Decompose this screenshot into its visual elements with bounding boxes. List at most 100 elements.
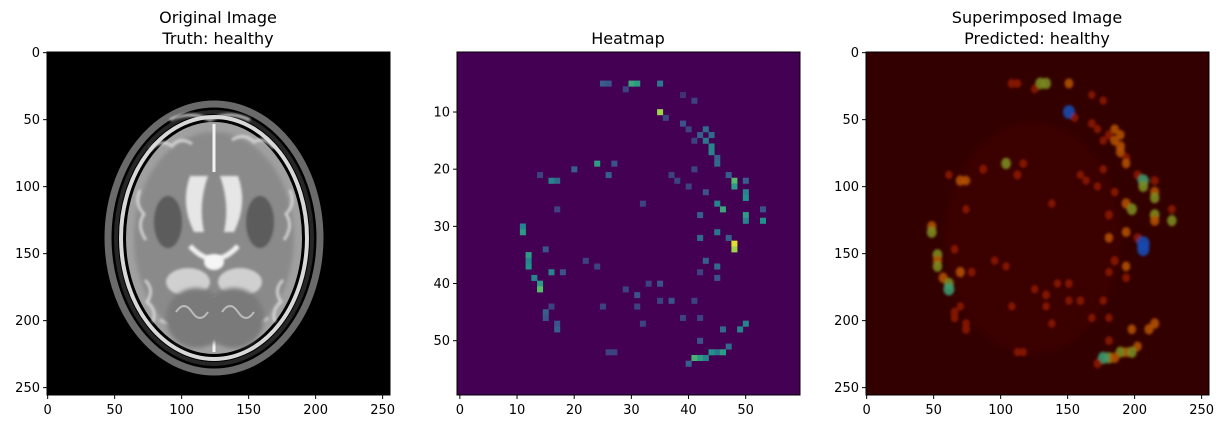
- y-tick-label: 150: [15, 247, 40, 262]
- superimposed-blob: [1077, 296, 1085, 305]
- heatmap-cell: [543, 309, 549, 315]
- superimposed-blob: [1122, 262, 1130, 272]
- superimposed-blob: [1088, 314, 1095, 323]
- heatmap-cell: [537, 281, 543, 287]
- superimposed-blob: [951, 245, 959, 254]
- heatmap-cell: [674, 178, 680, 184]
- superimposed-blob: [1122, 227, 1131, 237]
- superimposed-blob: [1002, 262, 1009, 271]
- heatmap-cell: [743, 178, 749, 184]
- superimposed-blob: [1100, 136, 1107, 145]
- superimposed-blob: [1150, 215, 1159, 226]
- heatmap-cell: [657, 281, 663, 287]
- heatmap-cell: [714, 264, 720, 270]
- heatmap-cell: [594, 264, 600, 270]
- title-original-line2: Truth: healthy: [161, 29, 273, 48]
- heatmap-cell: [583, 258, 589, 264]
- heatmap-cell: [709, 132, 715, 138]
- heatmap-cell: [703, 126, 709, 132]
- heatmap-cell: [743, 189, 749, 195]
- heatmap-cell: [548, 304, 554, 310]
- y-tick-label: 30: [433, 220, 450, 235]
- heatmap-cell: [634, 292, 640, 298]
- heatmap-cell: [554, 326, 560, 332]
- superimposed-image: [866, 52, 1209, 395]
- heatmap-cell: [657, 109, 663, 115]
- superimposed-blob: [1048, 199, 1055, 208]
- superimposed-blob: [1105, 314, 1112, 323]
- heatmap-cell: [720, 326, 726, 332]
- heatmap-cell: [600, 304, 606, 310]
- x-tick-label: 40: [680, 403, 697, 418]
- heatmap-cell: [697, 315, 703, 321]
- superimposed-blob: [1151, 176, 1159, 185]
- x-tick-label: 50: [737, 403, 754, 418]
- superimposed-blob: [979, 165, 987, 174]
- heatmap-cell: [611, 349, 617, 355]
- superimposed-blob: [968, 268, 976, 277]
- superimposed-blob: [1105, 336, 1113, 345]
- y-tick-label: 40: [433, 277, 450, 292]
- panel-original: Original Image Truth: healthy: [15, 8, 395, 418]
- superimposed-blob: [1128, 324, 1136, 334]
- x-tick-label: 20: [566, 403, 583, 418]
- heatmap-cell: [709, 349, 715, 355]
- heatmap-cell: [634, 81, 640, 87]
- heatmap-cell: [697, 212, 703, 218]
- heatmap-cell: [657, 298, 663, 304]
- heatmap-cell: [680, 121, 686, 127]
- heatmap-cell: [720, 349, 726, 355]
- heatmap-cell: [560, 269, 566, 275]
- superimposed-blob: [962, 205, 969, 214]
- heatmap-cell: [623, 286, 629, 292]
- heatmap-cell: [714, 155, 720, 161]
- heatmap-cell: [686, 126, 692, 132]
- superimposed-blob: [1031, 285, 1038, 294]
- superimposed-blob: [1041, 78, 1051, 89]
- superimposed-blob: [1071, 113, 1078, 122]
- heatmap-cell: [554, 321, 560, 327]
- superimposed-blob: [1013, 170, 1021, 179]
- x-tick-label: 0: [44, 403, 52, 418]
- heatmap-cell: [731, 241, 737, 247]
- superimposed-blob: [951, 313, 959, 322]
- mri-image: [47, 52, 390, 395]
- heatmap-cell: [600, 81, 606, 87]
- superimposed-blob: [1031, 85, 1038, 94]
- superimposed-blob: [1077, 171, 1084, 180]
- heatmap-cell: [714, 201, 720, 207]
- heatmap-cell: [520, 229, 526, 235]
- heatmap-cell: [714, 349, 720, 355]
- heatmap-cell: [526, 252, 532, 258]
- heatmap-cell: [571, 166, 577, 172]
- y-tick-label: 250: [15, 381, 40, 396]
- heatmap-cell: [623, 86, 629, 92]
- superimposed-blob: [927, 226, 937, 237]
- heatmap-cell: [714, 275, 720, 281]
- heatmap-cell: [669, 172, 675, 178]
- y-tick-label: 50: [433, 334, 450, 349]
- heatmap-cell: [526, 264, 532, 270]
- heatmap-cell: [640, 201, 646, 207]
- title-superimposed-line2: Predicted: healthy: [964, 29, 1110, 48]
- heatmap-cell: [703, 258, 709, 264]
- y-tick-label: 0: [851, 46, 859, 61]
- superimposed-blob: [1105, 233, 1113, 243]
- heatmap-cell: [697, 338, 703, 344]
- heatmap-cell: [606, 172, 612, 178]
- superimposed-blob: [1001, 158, 1011, 169]
- y-tick-label: 250: [834, 381, 859, 396]
- heatmap-cell: [543, 246, 549, 252]
- superimposed-blob: [1122, 159, 1130, 169]
- heatmap-cell: [594, 161, 600, 167]
- heatmap-cell: [663, 115, 669, 121]
- superimposed-blob: [933, 261, 943, 272]
- heatmap-cell: [691, 98, 697, 104]
- heatmap-cell: [646, 281, 652, 287]
- superimposed-blob: [1094, 182, 1101, 191]
- y-tick-label: 200: [15, 314, 40, 329]
- superimposed-blob: [1014, 348, 1021, 357]
- heatmap-cell: [720, 206, 726, 212]
- superimposed-blob: [1111, 256, 1119, 265]
- superimposed-blob: [943, 283, 954, 296]
